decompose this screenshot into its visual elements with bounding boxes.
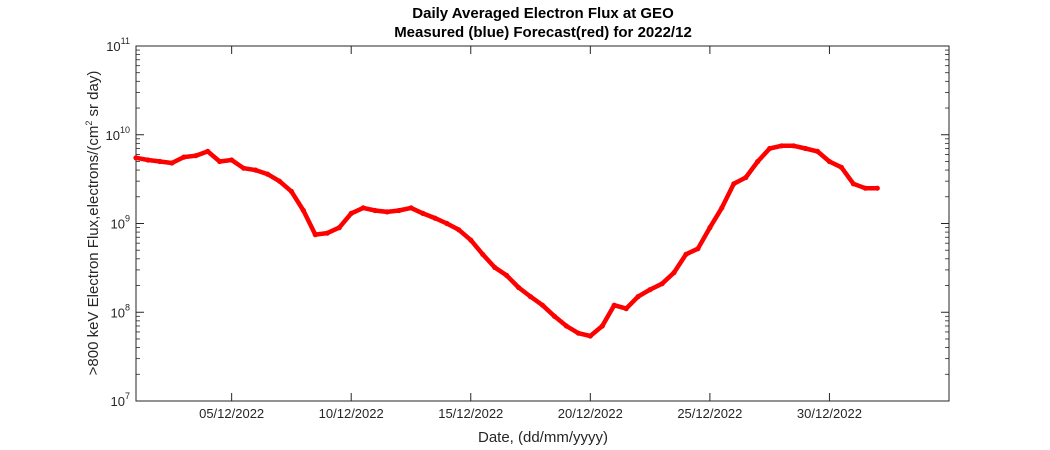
- data-point: [324, 230, 330, 236]
- data-point: [276, 178, 283, 184]
- y-tick-exponent: 10: [120, 125, 130, 135]
- data-point: [492, 264, 498, 270]
- data-point: [647, 287, 653, 293]
- data-point: [731, 181, 737, 187]
- series-layer: [133, 143, 880, 339]
- data-point: [862, 185, 868, 191]
- y-tick-base: 10: [111, 394, 125, 409]
- y-tick-base: 10: [111, 305, 125, 320]
- data-point: [181, 154, 187, 160]
- y-tick-label: 109: [111, 214, 130, 232]
- data-point: [743, 174, 749, 181]
- data-point: [480, 251, 486, 257]
- data-point: [575, 330, 582, 336]
- data-point: [516, 284, 522, 291]
- y-tick-exponent: 11: [121, 36, 130, 46]
- data-point: [205, 148, 211, 154]
- data-point: [360, 205, 366, 211]
- data-point: [683, 251, 689, 257]
- data-point: [264, 171, 271, 177]
- x-tick-label: 05/12/2022: [199, 406, 264, 421]
- data-point: [288, 188, 294, 194]
- data-point: [527, 294, 534, 300]
- x-tick-label: 15/12/2022: [438, 406, 503, 421]
- data-point: [456, 227, 462, 233]
- data-point: [193, 153, 199, 159]
- data-point: [802, 145, 809, 152]
- data-point: [635, 294, 641, 300]
- data-point: [348, 210, 354, 216]
- data-point: [396, 207, 402, 214]
- chart-subtitle: Measured (blue) Forecast(red) for 2022/1…: [394, 24, 692, 41]
- data-point: [133, 155, 139, 161]
- data-point: [312, 232, 318, 238]
- y-axis-label-suffix: sr day): [85, 71, 102, 121]
- y-tick-exponent: 7: [125, 391, 130, 401]
- data-point: [336, 225, 342, 231]
- data-point: [145, 157, 151, 163]
- x-tick-label: 25/12/2022: [677, 406, 742, 421]
- data-point: [169, 160, 175, 166]
- data-point: [874, 185, 880, 191]
- data-point: [599, 323, 605, 329]
- data-point: [707, 225, 713, 231]
- data-point: [408, 205, 414, 211]
- data-point: [241, 165, 247, 171]
- chart-title: Daily Averaged Electron Flux at GEO: [412, 5, 674, 22]
- data-point: [587, 333, 593, 339]
- x-axis-label: Date, (dd/mm/yyyy): [478, 429, 608, 446]
- data-point: [420, 210, 426, 216]
- y-tick-exponent: 9: [125, 214, 130, 224]
- x-tick-label: 10/12/2022: [319, 406, 384, 421]
- data-point: [468, 237, 474, 243]
- data-point: [229, 157, 235, 163]
- data-point: [157, 158, 163, 165]
- data-point: [504, 272, 510, 278]
- data-point: [719, 205, 725, 211]
- y-tick-base: 10: [111, 217, 125, 232]
- data-point: [611, 302, 617, 308]
- y-axis-label: >800 keV Electron Flux,electrons/(cm2 sr…: [84, 71, 102, 376]
- x-axis: 05/12/2022 10/12/2022 15/12/2022 20/12/2022…: [199, 46, 862, 421]
- x-tick-label: 30/12/2022: [797, 406, 862, 421]
- data-point: [300, 207, 306, 214]
- y-tick-label: 1011: [106, 36, 130, 54]
- y-tick-label: 108: [111, 302, 130, 320]
- data-point: [826, 158, 833, 165]
- data-point: [551, 313, 558, 319]
- data-point: [814, 148, 821, 154]
- y-tick-base: 10: [106, 128, 120, 143]
- data-point: [384, 209, 390, 215]
- data-point: [838, 164, 845, 170]
- data-point: [444, 220, 450, 227]
- data-point: [671, 270, 677, 276]
- data-point: [695, 246, 701, 252]
- y-tick-label: 1010: [106, 125, 130, 143]
- x-tick-label: 20/12/2022: [558, 406, 623, 421]
- plot-frame: [135, 45, 950, 402]
- data-point: [217, 158, 223, 165]
- data-point: [253, 167, 259, 173]
- data-point: [755, 158, 761, 165]
- y-axis-label-prefix: >800 keV Electron Flux,electrons/(cm: [85, 126, 102, 376]
- y-tick-label: 107: [111, 391, 130, 409]
- y-tick-exponent: 8: [125, 302, 130, 312]
- data-point: [850, 181, 857, 187]
- data-point: [563, 323, 570, 329]
- data-point: [659, 281, 665, 287]
- data-point: [539, 302, 546, 308]
- y-tick-base: 10: [106, 39, 120, 54]
- data-point: [791, 143, 797, 149]
- data-point: [779, 143, 785, 149]
- data-point: [432, 215, 438, 221]
- data-point: [623, 306, 629, 312]
- y-axis-label-superscript: 2: [84, 121, 94, 126]
- data-point: [372, 207, 378, 214]
- data-point: [767, 145, 773, 152]
